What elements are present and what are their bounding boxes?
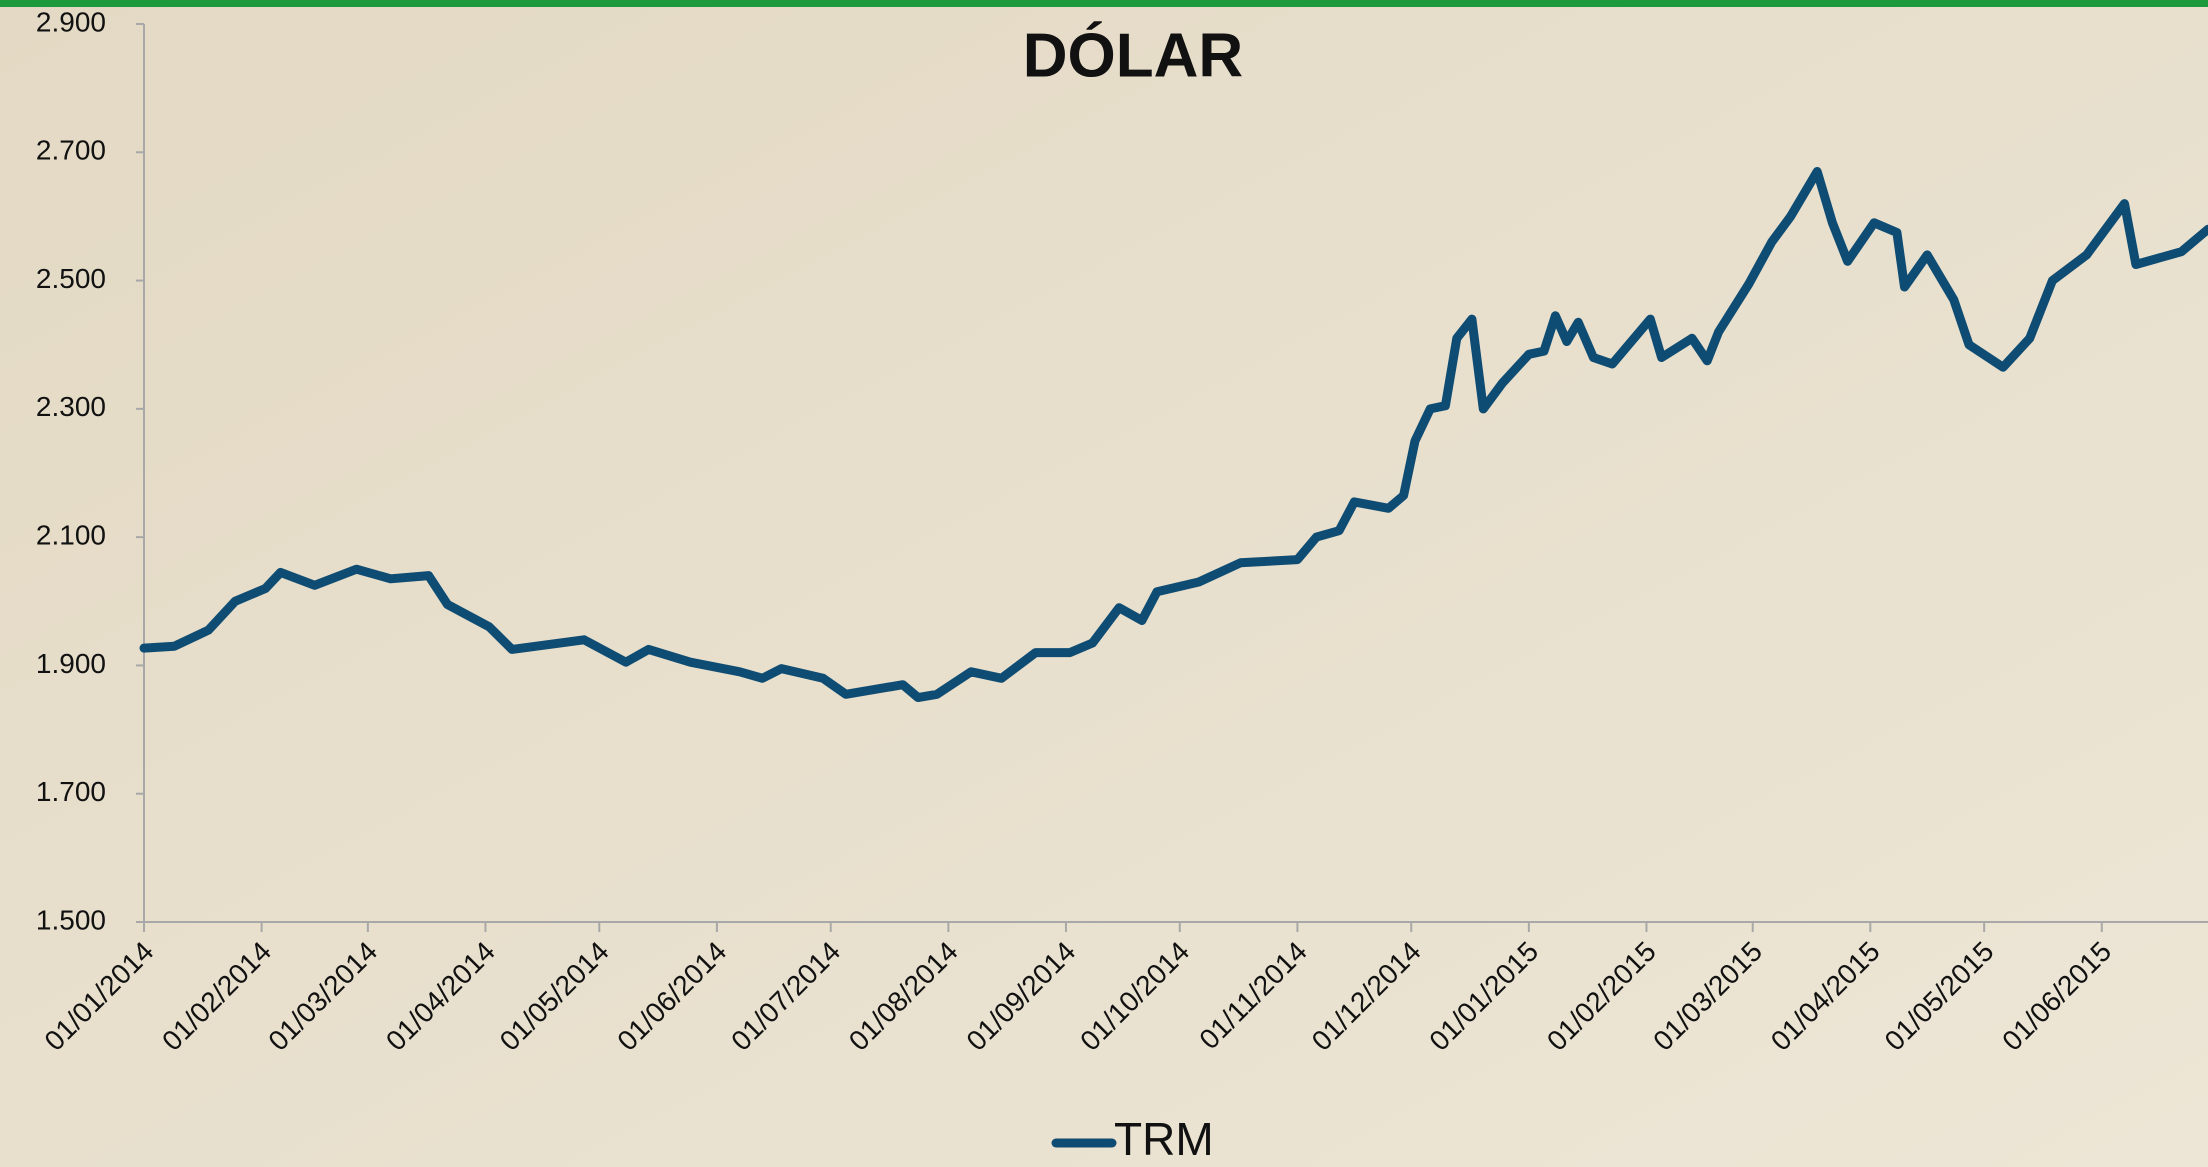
y-tick-label: 1.500 <box>36 904 106 935</box>
y-tick-label: 2.700 <box>36 135 106 166</box>
y-tick-label: 2.100 <box>36 520 106 551</box>
y-tick-label: 2.300 <box>36 391 106 422</box>
y-tick-label: 2.900 <box>36 6 106 37</box>
y-tick-label: 2.500 <box>36 263 106 294</box>
line-series <box>139 167 2208 702</box>
y-tick-label: 1.900 <box>36 648 106 679</box>
chart-title: DÓLAR <box>1023 21 1243 90</box>
y-tick-label: 1.700 <box>36 776 106 807</box>
legend-label: TRM <box>1114 1113 1214 1165</box>
top-bar <box>0 0 2208 7</box>
